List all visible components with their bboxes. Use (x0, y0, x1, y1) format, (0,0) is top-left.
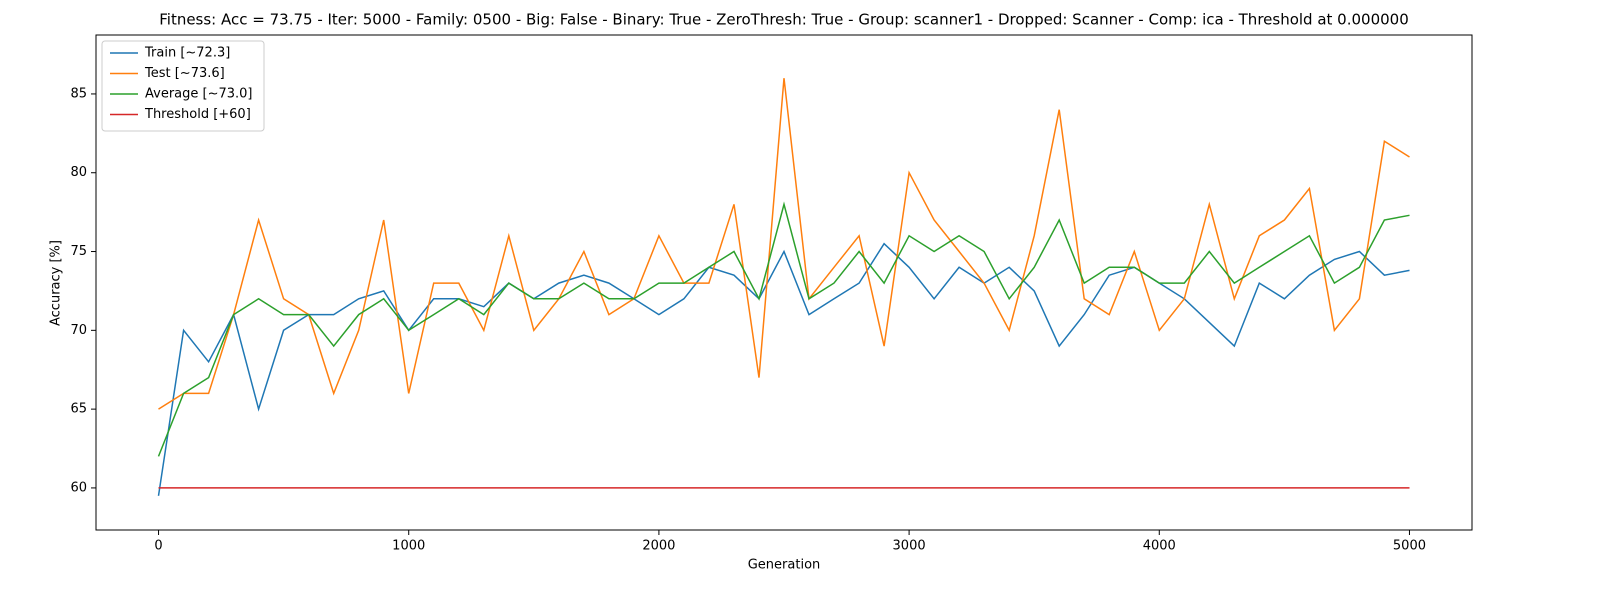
y-tick-label: 65 (70, 402, 87, 417)
legend-label: Test [~73.6] (144, 66, 225, 81)
y-tick-label: 60 (70, 480, 87, 495)
x-axis-label: Generation (748, 558, 821, 573)
legend-label: Average [~73.0] (145, 87, 253, 102)
x-tick-label: 1000 (392, 539, 425, 554)
legend-label: Train [~72.3] (144, 46, 230, 61)
legend-label: Threshold [+60] (144, 107, 251, 122)
y-tick-label: 85 (70, 86, 87, 101)
y-axis-label: Accuracy [%] (49, 240, 64, 326)
x-tick-label: 4000 (1143, 539, 1176, 554)
y-tick-label: 80 (70, 165, 87, 180)
legend-box (101, 40, 265, 132)
x-tick-label: 2000 (642, 539, 675, 554)
y-tick-label: 75 (70, 244, 87, 259)
x-tick-label: 5000 (1393, 539, 1426, 554)
chart-title: Fitness: Acc = 73.75 - Iter: 5000 - Fami… (159, 11, 1409, 29)
x-tick-label: 0 (154, 539, 162, 554)
series-line (157, 201, 1410, 457)
series-line (158, 78, 1410, 410)
y-tick-label: 70 (70, 323, 87, 338)
plot-frame (95, 34, 1473, 531)
x-tick-label: 3000 (893, 539, 926, 554)
